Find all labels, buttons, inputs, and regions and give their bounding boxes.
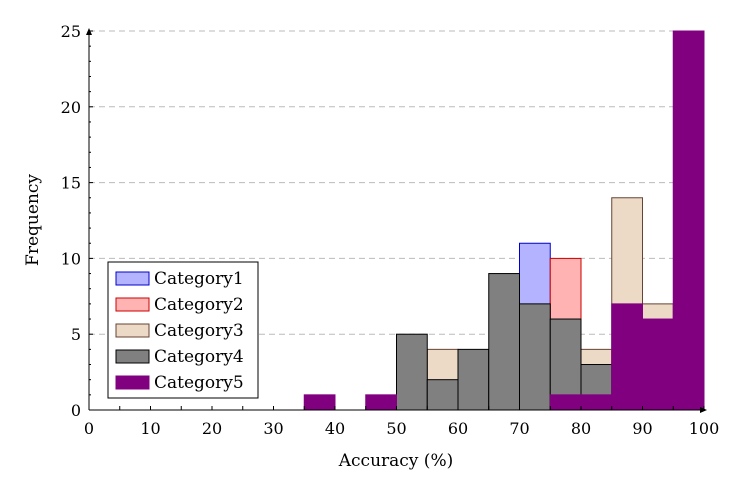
bar-category5 [365, 394, 397, 411]
legend: Category1 Category2 Category3 Category4 Cate… [107, 261, 259, 399]
legend-swatch [115, 297, 150, 312]
bar-category5 [642, 318, 674, 411]
y-axis-arrow-icon [86, 28, 92, 35]
bar-category5 [611, 303, 643, 411]
x-tick-label: 50 [386, 419, 406, 438]
bar-category4 [396, 333, 428, 411]
bar-category4 [488, 273, 520, 411]
y-tick-label: 0 [71, 401, 81, 420]
x-tick-label: 30 [263, 419, 283, 438]
legend-swatch [115, 323, 150, 338]
x-tick-label: 60 [448, 419, 468, 438]
y-tick-label: 15 [61, 174, 81, 193]
legend-label: Category2 [154, 295, 244, 315]
y-axis-label: Frequency [23, 174, 43, 266]
x-axis-arrow-icon [700, 407, 707, 413]
x-tick-label: 90 [632, 419, 652, 438]
bar-category4 [519, 303, 551, 411]
legend-swatch [115, 375, 150, 390]
bar-category5 [303, 394, 336, 411]
legend-label: Category3 [154, 321, 244, 341]
bar-category4 [426, 379, 459, 411]
x-tick-label: 100 [689, 419, 720, 438]
y-tick-label: 5 [71, 325, 81, 344]
x-tick-label: 0 [84, 419, 94, 438]
tick-labels: 0 5 10 15 20 25 0 10 20 30 40 50 60 70 80 90 100 [61, 22, 720, 438]
bars [303, 30, 705, 411]
bar-category5 [672, 30, 705, 411]
legend-swatch [115, 349, 150, 364]
bar-category5 [549, 394, 582, 411]
y-tick-label: 20 [61, 98, 81, 117]
y-tick-label: 25 [61, 22, 81, 41]
bar-category4 [457, 348, 490, 411]
x-axis-label: Accuracy (%) [338, 451, 453, 471]
x-tick-label: 40 [325, 419, 345, 438]
legend-label: Category5 [154, 373, 244, 393]
y-tick-label: 10 [61, 249, 81, 268]
axes [86, 28, 707, 413]
x-tick-label: 80 [571, 419, 591, 438]
bar-category5 [580, 394, 613, 411]
legend-swatch [115, 271, 150, 286]
x-tick-label: 20 [202, 419, 222, 438]
x-tick-label: 70 [509, 419, 529, 438]
legend-label: Category4 [154, 347, 244, 367]
x-tick-label: 10 [140, 419, 160, 438]
legend-label: Category1 [154, 269, 244, 289]
